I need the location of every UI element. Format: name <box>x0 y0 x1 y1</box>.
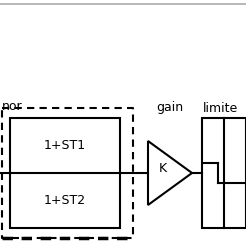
Text: 1+ST2: 1+ST2 <box>44 194 86 207</box>
Bar <box>202 118 246 228</box>
Text: nor: nor <box>2 100 23 113</box>
Text: limite: limite <box>202 102 238 114</box>
Text: 1+ST1: 1+ST1 <box>44 139 86 152</box>
Text: K: K <box>159 162 167 174</box>
Bar <box>10 118 120 228</box>
Text: gain: gain <box>156 102 184 114</box>
